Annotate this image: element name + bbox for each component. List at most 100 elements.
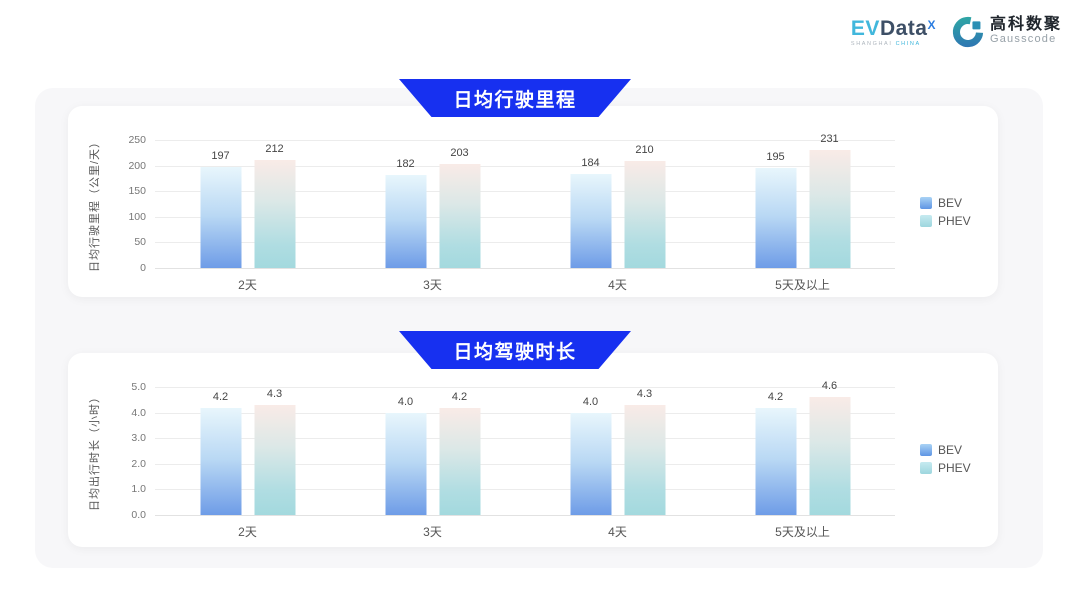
- bar-group: 4.0 4.2 3天: [340, 387, 525, 539]
- gridline: [155, 412, 895, 414]
- bar-bev[interactable]: 195: [755, 151, 796, 268]
- bar-phev[interactable]: 212: [254, 143, 295, 268]
- legend-label: BEV: [938, 443, 963, 457]
- gridline: [155, 242, 895, 244]
- bar-phev[interactable]: 231: [809, 133, 850, 268]
- evdata-wordmark: EVDataX: [850, 16, 936, 40]
- bar-group: 197 212 2天: [155, 140, 340, 292]
- legend-item-bev[interactable]: BEV: [920, 443, 971, 457]
- y-tick-label: 250: [128, 134, 146, 146]
- bar-phev[interactable]: 4.2: [439, 391, 480, 515]
- bar-phev[interactable]: 4.3: [624, 388, 665, 515]
- bar-value-label: 195: [766, 151, 785, 164]
- gridline: [155, 165, 895, 167]
- y-axis-label: 日均行驶里程（公里/天）: [89, 135, 101, 273]
- y-tick-label: 0: [140, 262, 146, 274]
- y-tick-label: 1.0: [131, 483, 146, 496]
- bar-group: 195 231 5天及以上: [710, 133, 895, 292]
- gridline: [155, 216, 895, 218]
- gridline: [155, 191, 895, 193]
- bar-bev[interactable]: 4.2: [200, 391, 241, 515]
- y-tick-label: 5.0: [131, 381, 146, 393]
- category-label: 3天: [423, 278, 442, 292]
- bar-value-label: 203: [450, 147, 469, 160]
- bar-value-label: 4.3: [636, 387, 653, 400]
- bar-value-label: 212: [265, 142, 284, 155]
- gridline: [155, 515, 895, 516]
- y-tick-label: 200: [128, 159, 146, 172]
- bar-phev[interactable]: 210: [624, 144, 665, 268]
- bar-bev[interactable]: 4.0: [570, 396, 611, 515]
- bar-value-label: 4.0: [397, 395, 414, 408]
- legend-item-bev[interactable]: BEV: [920, 196, 971, 210]
- category-label: 2天: [238, 525, 257, 539]
- gridline: [155, 489, 895, 491]
- evdata-tagline: SHANGHAI CHINA: [851, 41, 921, 47]
- evdata-tagline-china: CHINA: [895, 40, 921, 47]
- bar-value-label: 4.6: [821, 380, 838, 393]
- y-tick-label: 4.0: [131, 406, 146, 419]
- chart-card-mileage: 日均行驶里程（公里/天） 250 200 150 100 50 0 197 212 2天 182…: [68, 106, 998, 297]
- bar-pair: 184 210: [570, 144, 665, 268]
- evdata-ev-text: EV: [850, 16, 880, 40]
- legend-swatch-phev: [920, 215, 932, 227]
- header-logos: EVDataX SHANGHAI CHINA 高科数聚 Gaus: [851, 16, 1062, 48]
- bar-value-label: 4.3: [266, 387, 283, 400]
- bar-group: 182 203 3天: [340, 140, 525, 292]
- plot-groups: 197 212 2天 182 203 3天 184 210 4天 195 231 5天及以上: [155, 133, 895, 292]
- gausscode-icon: [952, 16, 984, 48]
- y-axis-label: 日均出行时长（小时）: [89, 391, 101, 511]
- chart-title-mileage: 日均行驶里程: [453, 89, 577, 111]
- legend: BEV PHEV: [920, 443, 971, 475]
- category-label: 5天及以上: [775, 525, 830, 539]
- bar-pair: 182 203: [385, 147, 480, 268]
- gausscode-name-cn: 高科数聚: [989, 16, 1062, 33]
- bar-phev[interactable]: 4.3: [254, 388, 295, 515]
- y-ticks: 5.0 4.0 3.0 2.0 1.0 0.0: [102, 381, 146, 521]
- y-tick-label: 3.0: [131, 432, 146, 445]
- bar-bev[interactable]: 4.0: [385, 396, 426, 515]
- evdata-tagline-shanghai: SHANGHAI: [850, 40, 893, 47]
- bar-bev[interactable]: 197: [200, 150, 241, 268]
- category-label: 4天: [608, 525, 627, 539]
- y-tick-label: 0.0: [131, 509, 146, 521]
- gridline: [155, 463, 895, 465]
- legend-item-phev[interactable]: PHEV: [920, 461, 971, 475]
- bar-group: 4.0 4.3 4天: [525, 387, 710, 539]
- legend-label: PHEV: [938, 214, 971, 228]
- bar-bev[interactable]: 4.2: [755, 391, 796, 515]
- bar-pair: 4.0 4.3: [570, 388, 665, 515]
- bar-bev[interactable]: 182: [385, 158, 426, 268]
- plot-groups: 4.2 4.3 2天 4.0 4.2 3天 4.0 4.3 4天 4.2 4.6 5天及以上: [155, 380, 895, 539]
- bar-bev[interactable]: 184: [570, 157, 611, 268]
- evdata-x-mark: X: [927, 17, 936, 32]
- chart-title-duration: 日均驾驶时长: [453, 341, 577, 363]
- chart-card-duration: 日均出行时长（小时） 5.0 4.0 3.0 2.0 1.0 0.0 4.2 4.3 2天 4.…: [68, 353, 998, 547]
- category-label: 2天: [238, 278, 257, 292]
- gridline: [155, 140, 895, 141]
- bar-group: 4.2 4.6 5天及以上: [710, 380, 895, 539]
- bar-pair: 4.0 4.2: [385, 391, 480, 515]
- bar-value-label: 4.2: [767, 390, 784, 403]
- bar-group: 4.2 4.3 2天: [155, 387, 340, 539]
- bar-value-label: 231: [820, 132, 839, 145]
- bar-value-label: 4.2: [212, 390, 229, 403]
- legend: BEV PHEV: [920, 196, 971, 228]
- category-label: 4天: [608, 278, 627, 292]
- legend-item-phev[interactable]: PHEV: [920, 214, 971, 228]
- bar-phev[interactable]: 203: [439, 147, 480, 268]
- y-tick-label: 150: [128, 185, 146, 198]
- plot-area: 4.2 4.3 2天 4.0 4.2 3天 4.0 4.3 4天 4.2 4.6 5天及以上: [155, 380, 895, 539]
- category-label: 3天: [423, 525, 442, 539]
- category-label: 5天及以上: [775, 278, 830, 292]
- bar-value-label: 4.2: [451, 390, 468, 403]
- legend-swatch-phev: [920, 462, 932, 474]
- gridline: [155, 268, 895, 269]
- bar-pair: 4.2 4.6: [755, 380, 850, 515]
- bar-phev[interactable]: 4.6: [809, 380, 850, 515]
- y-tick-label: 100: [128, 210, 146, 223]
- legend-label: PHEV: [938, 461, 971, 475]
- plot-area: 197 212 2天 182 203 3天 184 210 4天 195 231 5天及以上: [155, 133, 895, 292]
- bar-pair: 197 212: [200, 143, 295, 268]
